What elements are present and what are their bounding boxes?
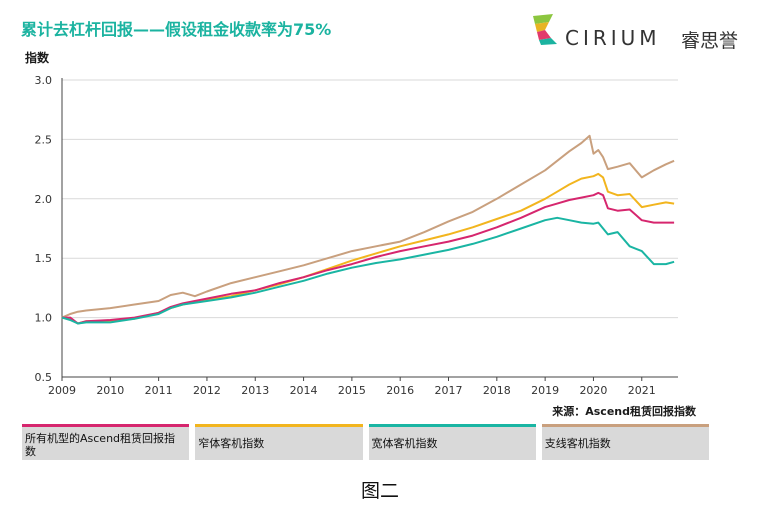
logo-text: CIRIUM (565, 26, 661, 50)
x-tick-label: 2014 (290, 384, 318, 397)
legend-item-regional: 支线客机指数 (541, 424, 709, 460)
cirium-logo-icon (533, 14, 557, 45)
x-tick-label: 2017 (435, 384, 463, 397)
legend-label-narrowbody: 窄体客机指数 (198, 437, 265, 450)
x-tick-label: 2016 (386, 384, 414, 397)
x-tick-label: 2012 (193, 384, 221, 397)
figure-caption: 图二 (360, 480, 399, 502)
x-tick-label: 2018 (483, 384, 511, 397)
x-tick-label: 2021 (628, 384, 656, 397)
cirium-logo: CIRIUM 睿思誉 (531, 12, 751, 52)
legend-label-regional: 支线客机指数 (544, 437, 611, 450)
y-tick-label: 1.5 (35, 252, 53, 265)
legend-label-widebody: 宽体客机指数 (371, 437, 438, 450)
x-tick-label: 2009 (48, 384, 76, 397)
logo-chinese-text: 睿思誉 (681, 30, 739, 52)
legend-item-all: 所有机型的Ascend租赁回报指数 (22, 424, 190, 460)
y-axis-label: 指数 (25, 51, 50, 65)
x-tick-label: 2011 (145, 384, 173, 397)
x-tick-label: 2015 (338, 384, 366, 397)
x-tick-label: 2013 (241, 384, 269, 397)
y-tick-label: 2.0 (35, 193, 53, 206)
y-tick-label: 1.0 (35, 312, 53, 325)
chart-legend: 所有机型的Ascend租赁回报指数 窄体客机指数 宽体客机指数 支线客机指数 (22, 424, 709, 460)
legend-item-widebody: 宽体客机指数 (368, 424, 536, 460)
x-tick-label: 2010 (96, 384, 124, 397)
legend-item-narrowbody: 窄体客机指数 (195, 424, 363, 460)
y-tick-label: 0.5 (35, 371, 53, 384)
chart-title: 累计去杠杆回报——假设租金收款率为75% (21, 20, 332, 39)
legend-label-all: 所有机型的Ascend租赁回报指数 (25, 432, 176, 458)
source-note: 来源：Ascend租赁回报指数 (552, 405, 696, 418)
series-line-4 (61, 134, 675, 319)
x-tick-label: 2020 (579, 384, 607, 397)
series-line-1 (62, 191, 675, 325)
y-tick-label: 2.5 (35, 133, 53, 146)
x-tick-label: 2019 (531, 384, 559, 397)
series-line-3 (61, 216, 675, 325)
line-chart: 0.5 1.0 1.5 2.0 2.5 3.0 2009 2010 2011 2012 2013 20… (35, 74, 678, 397)
y-tick-label: 3.0 (35, 74, 53, 87)
